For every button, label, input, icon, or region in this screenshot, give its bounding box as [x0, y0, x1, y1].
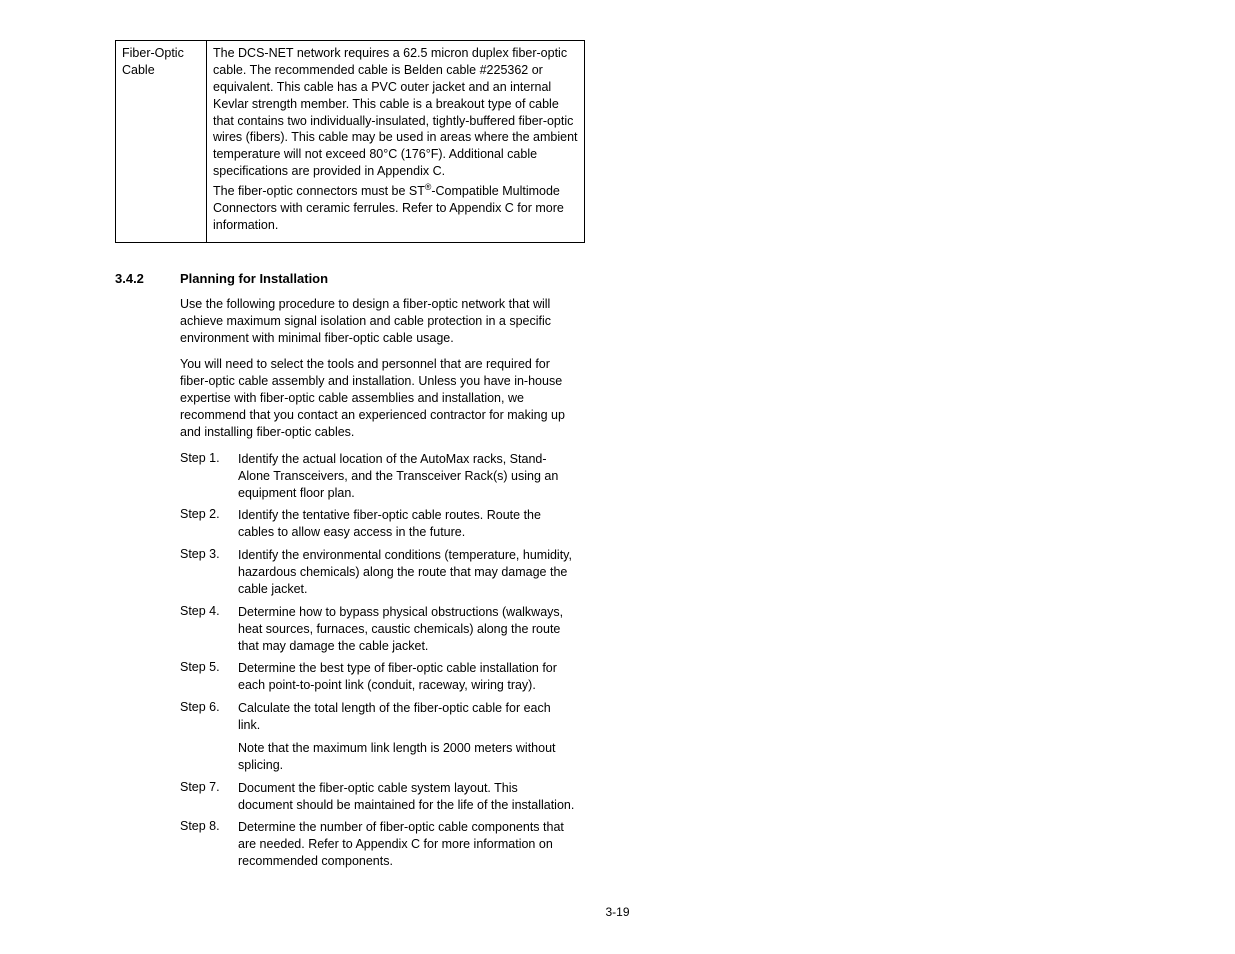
step-item: Step 4. Determine how to bypass physical…: [180, 604, 575, 655]
step-label: Step 3.: [180, 547, 238, 598]
spec-para-1: The DCS-NET network requires a 62.5 micr…: [213, 45, 578, 180]
step-item: Step 1. Identify the actual location of …: [180, 451, 575, 502]
spec-desc-cell: The DCS-NET network requires a 62.5 micr…: [207, 41, 585, 243]
page-content: Fiber-Optic Cable The DCS-NET network re…: [115, 40, 585, 876]
intro-paragraph: Use the following procedure to design a …: [180, 296, 575, 347]
step-text: Identify the tentative fiber-optic cable…: [238, 507, 575, 541]
step-item: Step 5. Determine the best type of fiber…: [180, 660, 575, 694]
section-body: Use the following procedure to design a …: [180, 296, 575, 870]
step-label: Step 5.: [180, 660, 238, 694]
step-para: Calculate the total length of the fiber-…: [238, 700, 575, 734]
table-row: Fiber-Optic Cable The DCS-NET network re…: [116, 41, 585, 243]
spec-para-2-pre: The fiber-optic connectors must be ST: [213, 184, 425, 198]
step-para: Determine how to bypass physical obstruc…: [238, 604, 575, 655]
step-para: Determine the number of fiber-optic cabl…: [238, 819, 575, 870]
step-text: Identify the actual location of the Auto…: [238, 451, 575, 502]
step-text: Determine the number of fiber-optic cabl…: [238, 819, 575, 870]
section-title: Planning for Installation: [180, 271, 328, 286]
intro-paragraph: You will need to select the tools and pe…: [180, 356, 575, 440]
step-para: Determine the best type of fiber-optic c…: [238, 660, 575, 694]
step-label: Step 7.: [180, 780, 238, 814]
step-text: Calculate the total length of the fiber-…: [238, 700, 575, 774]
step-para: Identify the environmental conditions (t…: [238, 547, 575, 598]
spec-table: Fiber-Optic Cable The DCS-NET network re…: [115, 40, 585, 243]
step-label: Step 4.: [180, 604, 238, 655]
step-text: Document the fiber-optic cable system la…: [238, 780, 575, 814]
step-item: Step 2. Identify the tentative fiber-opt…: [180, 507, 575, 541]
step-para: Note that the maximum link length is 200…: [238, 740, 575, 774]
step-label: Step 6.: [180, 700, 238, 774]
step-text: Determine how to bypass physical obstruc…: [238, 604, 575, 655]
step-item: Step 7. Document the fiber-optic cable s…: [180, 780, 575, 814]
step-para: Identify the actual location of the Auto…: [238, 451, 575, 502]
step-item: Step 3. Identify the environmental condi…: [180, 547, 575, 598]
section-heading: 3.4.2 Planning for Installation: [115, 271, 585, 286]
spec-label-cell: Fiber-Optic Cable: [116, 41, 207, 243]
section-number: 3.4.2: [115, 271, 180, 286]
spec-para-2: The fiber-optic connectors must be ST®-C…: [213, 182, 578, 234]
step-item: Step 8. Determine the number of fiber-op…: [180, 819, 575, 870]
page-number: 3-19: [0, 905, 1235, 919]
step-text: Identify the environmental conditions (t…: [238, 547, 575, 598]
step-label: Step 1.: [180, 451, 238, 502]
step-text: Determine the best type of fiber-optic c…: [238, 660, 575, 694]
step-item: Step 6. Calculate the total length of th…: [180, 700, 575, 774]
step-para: Document the fiber-optic cable system la…: [238, 780, 575, 814]
step-label: Step 2.: [180, 507, 238, 541]
step-para: Identify the tentative fiber-optic cable…: [238, 507, 575, 541]
step-label: Step 8.: [180, 819, 238, 870]
